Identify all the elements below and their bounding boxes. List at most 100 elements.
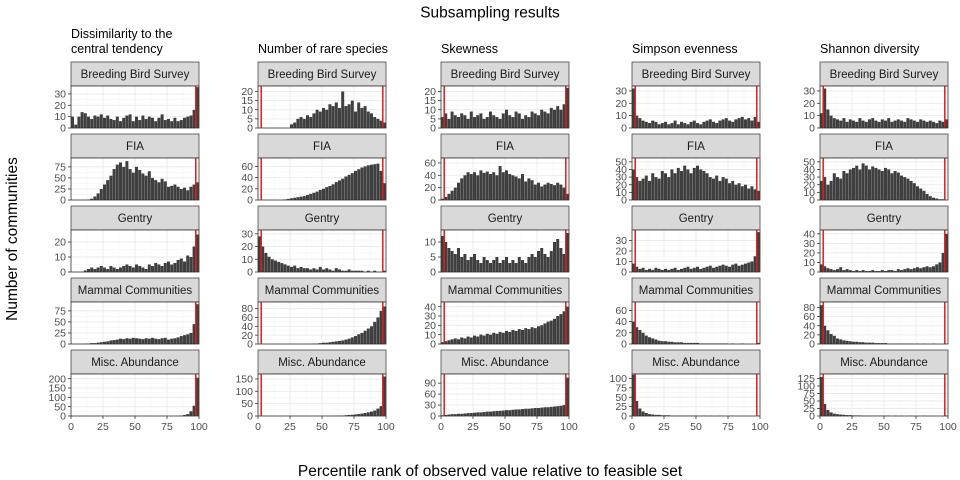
histogram-bar (657, 124, 661, 128)
histogram-bar (131, 121, 135, 128)
histogram-bar (489, 334, 492, 344)
histogram-bar (144, 269, 148, 272)
y-tick-label: 40 (241, 172, 253, 184)
strip-label: Gentry (679, 213, 714, 225)
histogram-bar (823, 266, 827, 272)
histogram-bar (648, 414, 651, 416)
histogram-bar (842, 118, 846, 128)
histogram-bar (495, 333, 499, 344)
y-tick-label: 20 (54, 100, 66, 112)
histogram-bar (505, 109, 508, 128)
y-tick-label: 10 (241, 104, 253, 116)
histogram-bar (479, 412, 483, 416)
histogram-bar (115, 269, 119, 272)
column-title: Dissimilarity to the (71, 27, 172, 41)
histogram-bar (887, 118, 891, 128)
histogram-bar (373, 164, 377, 200)
histogram-bar (527, 117, 531, 128)
histogram-bar (261, 246, 265, 272)
histogram-bar (189, 257, 193, 272)
y-tick-label: 30 (424, 311, 436, 323)
histogram-bar (331, 184, 335, 200)
panel-border (70, 229, 200, 273)
histogram-bar (724, 178, 728, 200)
histogram-bar (376, 163, 380, 200)
histogram-bar (686, 266, 690, 272)
strip-background (440, 349, 570, 375)
y-tick-label: 0 (621, 123, 627, 135)
y-tick-label: 20 (803, 248, 815, 260)
histogram-bar (852, 341, 855, 344)
histogram-bar (325, 342, 329, 344)
histogram-bar (721, 177, 725, 200)
y-tick-label: 10 (615, 256, 627, 268)
y-tick-label: 0 (621, 411, 627, 423)
histogram-bar (186, 334, 190, 344)
histogram-bar (517, 113, 521, 128)
histogram-bar (138, 338, 142, 344)
y-tick-label: 75 (615, 382, 627, 394)
panel-border (819, 229, 949, 273)
histogram-bar (444, 414, 448, 416)
histogram-bar (450, 111, 454, 128)
y-tick-label: 0 (430, 195, 436, 207)
histogram-bars (441, 87, 569, 128)
histogram-bar (514, 263, 518, 272)
histogram-bar (689, 121, 693, 128)
histogram-bar (868, 169, 871, 200)
histogram-bar (466, 260, 470, 272)
histogram-bar (916, 186, 919, 200)
histogram-bar (354, 170, 357, 200)
strip-background (257, 349, 387, 375)
histogram-bar (874, 271, 878, 272)
histogram-bar (880, 270, 884, 272)
y-tick-label: 0 (247, 339, 253, 351)
histogram-bar (896, 119, 900, 128)
histogram-bar (829, 269, 833, 272)
histogram-bar (832, 118, 836, 128)
histogram-bar (469, 174, 473, 200)
histogram-bar (508, 263, 512, 272)
histogram-bar (322, 342, 325, 344)
histogram-bar (192, 184, 196, 200)
y-tick-label: 5 (430, 252, 436, 264)
histogram-bar (530, 180, 534, 200)
histogram-bar (839, 178, 843, 200)
histogram-bar (90, 267, 94, 272)
histogram-bar (549, 183, 553, 200)
histogram-bar (900, 120, 903, 128)
histogram-bar (106, 115, 110, 128)
histogram-bar (96, 116, 100, 128)
strip-background (631, 205, 761, 231)
histogram-bar (680, 121, 683, 128)
histogram-bar (842, 340, 846, 344)
histogram-bars (632, 88, 760, 128)
histogram-bar (845, 340, 849, 344)
y-tick-label: 15 (424, 95, 436, 107)
histogram-bar (900, 270, 903, 272)
strip-label: Mammal Communities (78, 285, 193, 297)
x-tick-label: 100 (939, 421, 957, 433)
y-tick-label: 60 (241, 312, 253, 324)
panel-border (257, 85, 387, 129)
histogram-bar (379, 310, 383, 344)
histogram-bar (479, 113, 483, 128)
histogram-bars (820, 163, 945, 200)
histogram-bar (511, 260, 515, 272)
y-tick-label: 75 (54, 161, 66, 173)
y-tick-label: 100 (797, 381, 815, 393)
histogram-bar (157, 264, 161, 272)
histogram-bar (680, 170, 683, 200)
histogram-bar (861, 270, 865, 272)
histogram-bars (258, 236, 386, 272)
y-tick-label: 0 (247, 195, 253, 207)
histogram-bar (667, 124, 671, 128)
histogram-bar (689, 173, 693, 200)
histogram-bar (699, 169, 703, 200)
histogram-bar (357, 334, 361, 344)
histogram-bar (83, 113, 87, 128)
histogram-bar (466, 336, 470, 344)
